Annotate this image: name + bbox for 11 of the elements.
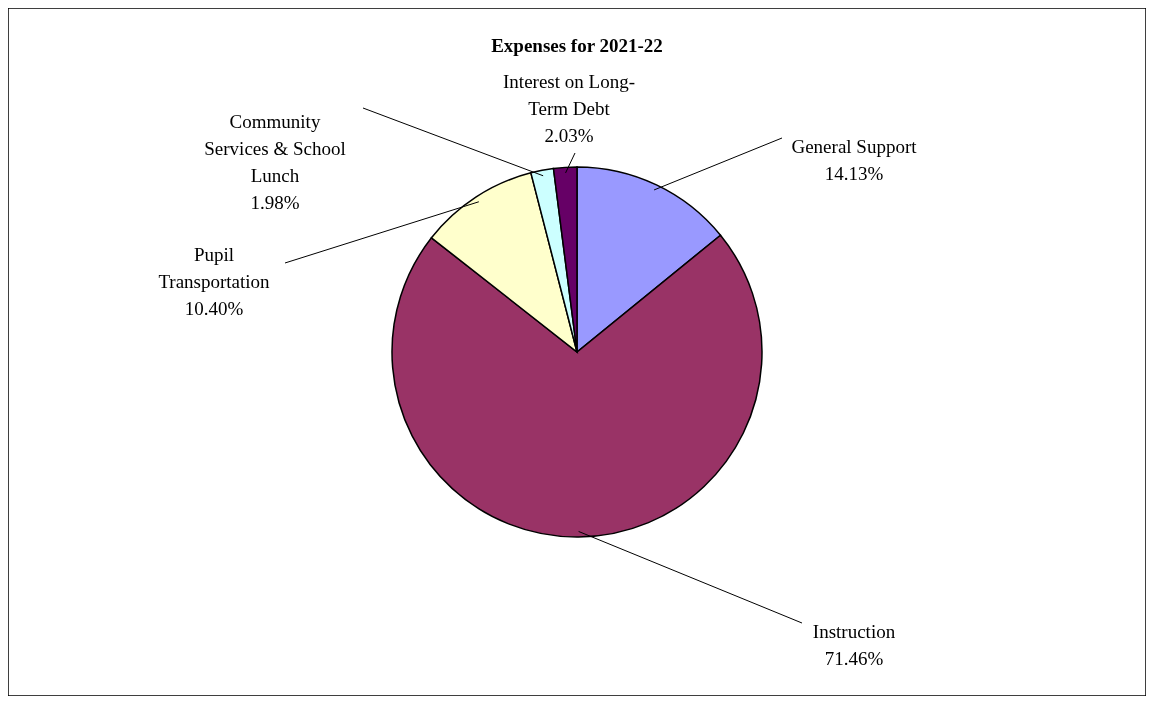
slice-label: Community Services & School Lunch xyxy=(204,111,346,186)
data-label: 2.03% xyxy=(544,125,594,146)
slice-label: General Support xyxy=(791,136,918,157)
data-label: 1.98% xyxy=(250,192,300,213)
slice-label: Instruction xyxy=(812,621,896,642)
slice-label: Pupil Transportation xyxy=(158,244,271,292)
slice-label: Interest on Long-Term Debt xyxy=(503,71,635,119)
chart-title: Expenses for 2021-22 xyxy=(491,35,663,56)
data-label: 14.13% xyxy=(824,163,884,184)
data-label: 71.46% xyxy=(824,648,884,669)
data-label: 10.40% xyxy=(184,298,244,319)
